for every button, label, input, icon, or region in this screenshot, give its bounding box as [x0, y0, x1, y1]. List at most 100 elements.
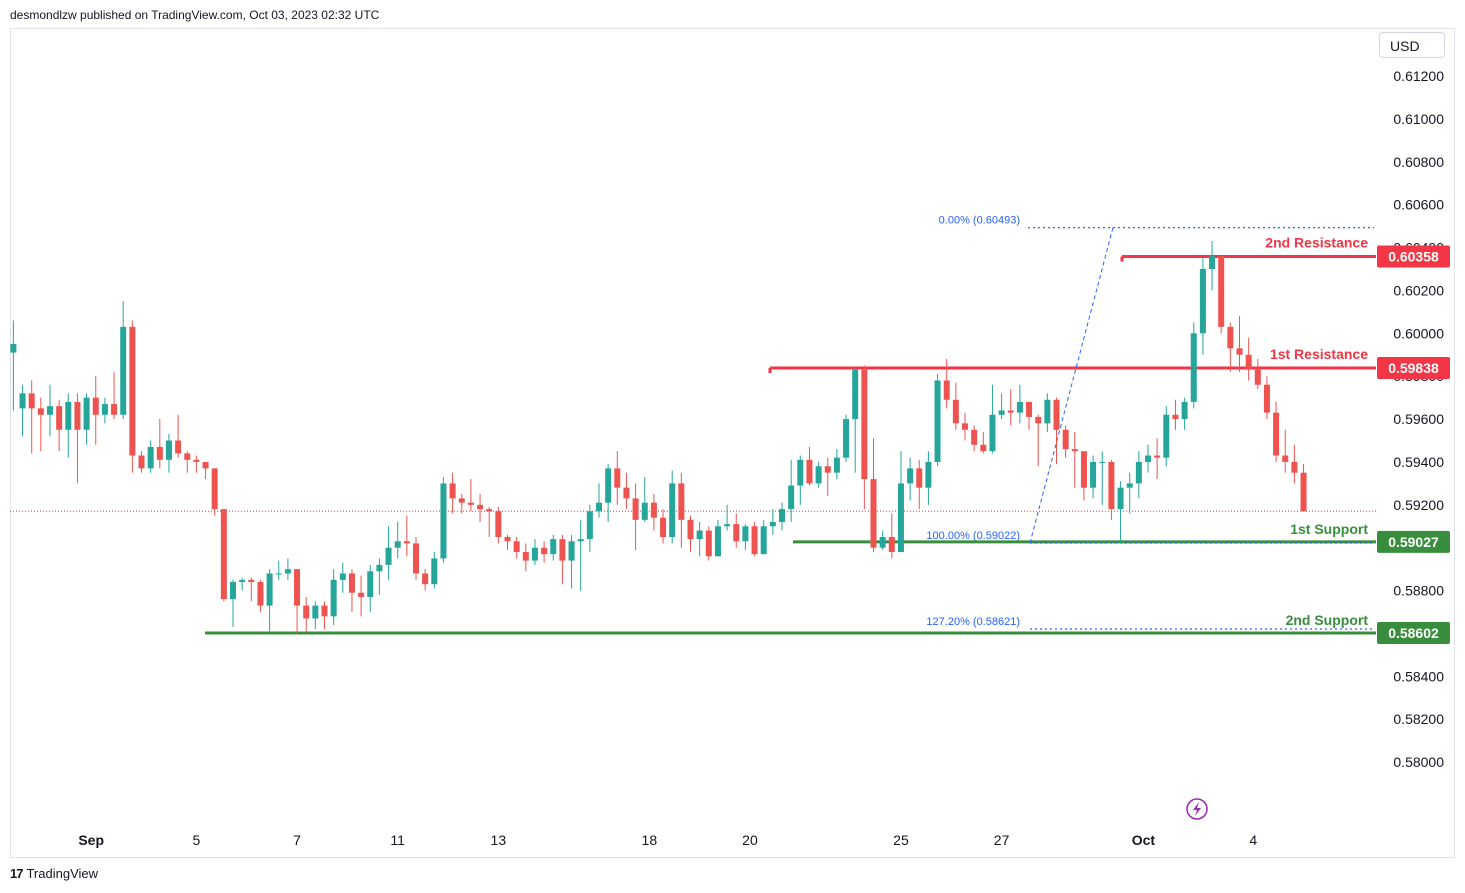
candle-80[interactable]	[742, 524, 749, 550]
candle-53[interactable]	[495, 506, 502, 544]
candle-118[interactable]	[1090, 455, 1097, 499]
candle-90[interactable]	[833, 449, 840, 480]
candle-87[interactable]	[806, 446, 813, 486]
candle-41[interactable]	[385, 526, 392, 580]
candle-19[interactable]	[184, 451, 191, 473]
candle-38[interactable]	[358, 575, 365, 617]
candle-95[interactable]	[879, 530, 886, 550]
candle-28[interactable]	[266, 569, 273, 632]
candle-65[interactable]	[605, 464, 612, 522]
candle-27[interactable]	[257, 579, 264, 613]
candle-84[interactable]	[779, 502, 785, 531]
candle-29[interactable]	[275, 560, 282, 580]
candle-32[interactable]	[303, 597, 310, 632]
candle-132[interactable]	[1218, 256, 1225, 334]
candle-96[interactable]	[888, 513, 895, 559]
candle-55[interactable]	[513, 536, 520, 559]
candle-91[interactable]	[843, 414, 850, 462]
candle-102[interactable]	[943, 359, 950, 409]
candle-76[interactable]	[705, 526, 712, 561]
candle-44[interactable]	[413, 536, 419, 580]
candle-57[interactable]	[531, 539, 538, 565]
candle-140[interactable]	[1291, 444, 1298, 484]
candle-71[interactable]	[660, 509, 667, 544]
candle-22[interactable]	[211, 468, 218, 516]
candle-14[interactable]	[138, 451, 145, 473]
candle-83[interactable]	[769, 509, 776, 535]
candle-125[interactable]	[1154, 438, 1161, 480]
candle-120[interactable]	[1108, 459, 1115, 520]
candle-15[interactable]	[147, 440, 154, 473]
candle-39[interactable]	[367, 564, 374, 613]
candle-88[interactable]	[815, 461, 822, 488]
candle-58[interactable]	[541, 541, 548, 563]
candle-75[interactable]	[696, 521, 703, 557]
candle-109[interactable]	[1007, 389, 1014, 426]
candle-24[interactable]	[230, 579, 236, 628]
candle-127[interactable]	[1172, 399, 1179, 430]
candle-43[interactable]	[403, 515, 410, 557]
candle-37[interactable]	[348, 569, 355, 613]
candle-124[interactable]	[1145, 444, 1151, 473]
candle-35[interactable]	[330, 569, 337, 625]
candle-115[interactable]	[1062, 425, 1069, 458]
candle-93[interactable]	[861, 365, 868, 510]
candle-123[interactable]	[1135, 451, 1142, 499]
candle-89[interactable]	[824, 457, 831, 497]
candle-31[interactable]	[294, 569, 301, 634]
candle-13[interactable]	[129, 320, 136, 473]
candle-92[interactable]	[852, 367, 859, 473]
candle-60[interactable]	[559, 534, 566, 585]
candle-135[interactable]	[1245, 337, 1252, 381]
candle-94[interactable]	[870, 438, 877, 553]
candle-134[interactable]	[1236, 316, 1243, 372]
candle-130[interactable]	[1199, 258, 1206, 355]
candle-110[interactable]	[1016, 384, 1023, 424]
candle-97[interactable]	[897, 451, 904, 553]
candle-129[interactable]	[1190, 322, 1197, 409]
candle-136[interactable]	[1254, 359, 1261, 390]
candle-23[interactable]	[220, 509, 227, 602]
candle-21[interactable]	[202, 461, 209, 480]
candle-112[interactable]	[1035, 414, 1042, 467]
candle-81[interactable]	[751, 521, 758, 557]
candle-16[interactable]	[156, 419, 163, 469]
candle-119[interactable]	[1099, 451, 1106, 505]
candle-138[interactable]	[1273, 401, 1280, 462]
candle-121[interactable]	[1117, 481, 1124, 544]
candle-133[interactable]	[1227, 322, 1234, 372]
candle-106[interactable]	[980, 431, 987, 454]
candle-4[interactable]	[47, 384, 53, 437]
candle-3[interactable]	[37, 397, 44, 452]
candle-8[interactable]	[83, 393, 90, 445]
currency-selector[interactable]: USD	[1379, 32, 1445, 58]
candle-40[interactable]	[376, 558, 383, 595]
candle-137[interactable]	[1263, 376, 1270, 420]
candle-12[interactable]	[120, 301, 127, 420]
candle-18[interactable]	[175, 414, 182, 458]
candle-128[interactable]	[1181, 397, 1188, 430]
candle-47[interactable]	[440, 476, 447, 563]
candle-67[interactable]	[623, 472, 630, 510]
candle-10[interactable]	[101, 397, 108, 424]
candle-79[interactable]	[733, 513, 740, 548]
candle-59[interactable]	[550, 534, 557, 561]
candle-141[interactable]	[1300, 464, 1307, 512]
candle-74[interactable]	[687, 515, 694, 553]
candle-131[interactable]	[1209, 241, 1216, 291]
candle-101[interactable]	[934, 374, 941, 467]
candle-63[interactable]	[586, 504, 593, 553]
candle-46[interactable]	[431, 552, 438, 589]
candle-1[interactable]	[19, 384, 26, 437]
candle-54[interactable]	[504, 534, 511, 550]
candle-49[interactable]	[458, 494, 465, 514]
candle-103[interactable]	[952, 382, 959, 430]
candle-114[interactable]	[1053, 397, 1060, 465]
candle-108[interactable]	[998, 393, 1005, 420]
lightning-icon[interactable]	[1186, 798, 1208, 820]
candle-122[interactable]	[1126, 472, 1133, 514]
candle-30[interactable]	[284, 558, 291, 580]
candle-69[interactable]	[641, 476, 648, 522]
candle-7[interactable]	[74, 393, 81, 484]
